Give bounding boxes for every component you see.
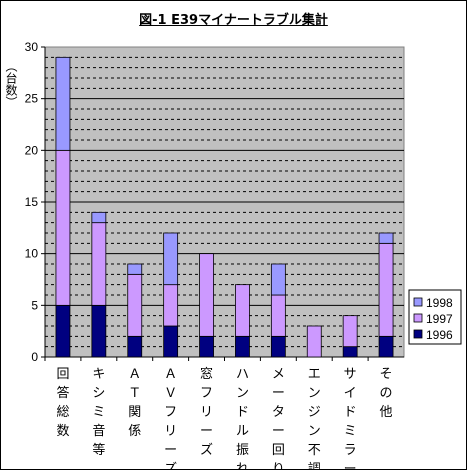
bar-segment-1996: [91, 304, 107, 358]
x-tick-label-char: Ａ: [164, 367, 177, 382]
x-tick-label-char: ズ: [164, 461, 177, 470]
x-tick-label-char: ハ: [236, 367, 249, 382]
legend-label-1997: 1997: [426, 312, 453, 326]
bar-segment-1997: [235, 284, 250, 337]
x-tick-label-char: ー: [344, 462, 357, 470]
bar-segment-1998: [91, 211, 107, 224]
y-tick-label: 0: [31, 350, 38, 364]
bar-segment-1997: [270, 294, 286, 337]
y-tick-label: 30: [25, 40, 39, 54]
x-tick-label-char: 不: [308, 443, 321, 458]
x-tick-label-char: 総: [56, 405, 69, 420]
y-tick-label: 15: [25, 195, 39, 209]
x-tick-label-char: ミ: [344, 424, 357, 439]
x-tick-label-char: サ: [344, 367, 357, 382]
x-tick-label-char: ー: [164, 443, 177, 458]
x-tick-label-char: ー: [200, 424, 213, 439]
x-tick-label-char: ン: [308, 386, 321, 401]
bar-segment-1996: [342, 346, 358, 358]
x-tick-label-char: 振: [236, 443, 249, 458]
legend-label-1998: 1998: [426, 296, 453, 310]
x-tick-label-char: イ: [344, 386, 357, 401]
bar-segment-1996: [235, 335, 250, 358]
x-tick-label-char: リ: [164, 424, 177, 439]
y-tick-label: 20: [25, 143, 39, 157]
x-tick-label-char: ズ: [200, 442, 213, 458]
x-tick-label-char: 音: [92, 423, 105, 439]
bar-segment-1997: [306, 325, 322, 358]
x-tick-label-char: 調: [308, 462, 321, 470]
bar-segment-1997: [199, 253, 214, 337]
x-tick-label-char: 関: [128, 405, 141, 420]
bar-segment-1998: [55, 56, 71, 151]
x-tick-label-char: ラ: [344, 443, 357, 458]
x-tick-label-char: ミ: [92, 405, 105, 420]
bar-segment-1996: [163, 325, 179, 358]
x-tick-label-char: 答: [56, 385, 69, 401]
x-tick-label-char: フ: [164, 405, 177, 420]
bar-segment-1998: [270, 263, 286, 296]
y-tick-label: 5: [31, 298, 38, 312]
bar-segment-1996: [378, 335, 394, 358]
bar-segment-1996: [270, 335, 286, 358]
bar-segment-1997: [378, 242, 394, 337]
x-tick-label-char: 係: [128, 424, 141, 439]
bar-segment-1998: [163, 232, 179, 286]
y-tick-label: 25: [25, 92, 39, 106]
x-tick-label-char: Ｖ: [164, 386, 177, 401]
bar-segment-1998: [127, 263, 143, 275]
x-tick-label-char: Ａ: [128, 367, 141, 382]
bar-segment-1997: [55, 149, 71, 306]
bar-segment-1997: [127, 273, 143, 337]
x-tick-label-char: 等: [92, 442, 105, 458]
x-tick-label-char: エ: [308, 367, 321, 382]
legend-label-1996: 1996: [426, 328, 453, 342]
x-tick-label-char: ド: [344, 405, 357, 420]
legend-swatch-1996: [413, 329, 423, 339]
bar-segment-1997: [163, 284, 179, 327]
x-tick-label-char: タ: [272, 405, 285, 420]
x-tick-label-char: ー: [272, 424, 285, 439]
x-tick-label-char: シ: [92, 386, 105, 401]
bar-segment-1996: [127, 335, 143, 358]
x-tick-label-char: 窓: [200, 366, 213, 382]
bar-segment-1996: [55, 304, 71, 358]
chart-title: 図-1 E39マイナートラブル集計: [139, 13, 328, 28]
bar-segment-1998: [378, 232, 394, 244]
x-tick-label-char: ン: [236, 386, 249, 401]
x-tick-label-char: 数: [56, 424, 69, 439]
x-tick-label-char: Ｔ: [128, 386, 141, 401]
legend-swatch-1998: [413, 297, 423, 307]
x-tick-label-char: 他: [380, 405, 393, 420]
x-tick-label-char: ン: [308, 424, 321, 439]
x-tick-label-char: の: [380, 386, 393, 401]
y-tick-label: 10: [25, 247, 39, 261]
x-tick-label-char: ジ: [308, 405, 321, 420]
bar-segment-1997: [342, 315, 358, 348]
legend-swatch-1997: [413, 313, 423, 323]
x-tick-label-char: ド: [236, 405, 249, 420]
x-tick-label-char: フ: [200, 386, 213, 401]
x-tick-label-char: ル: [236, 424, 249, 439]
x-tick-label-char: 回: [56, 367, 69, 382]
x-tick-label-char: キ: [92, 367, 105, 382]
x-tick-label-char: リ: [200, 405, 213, 420]
x-tick-label-char: り: [272, 462, 285, 470]
x-tick-label-char: そ: [380, 367, 393, 382]
bar-segment-1997: [91, 222, 107, 306]
bar-segment-1996: [199, 335, 214, 358]
y-axis-label: （台数）: [4, 60, 18, 108]
x-tick-label-char: 回: [272, 443, 285, 458]
x-tick-label-char: れ: [236, 462, 249, 470]
x-tick-label-char: メ: [272, 367, 285, 382]
x-tick-label-char: ー: [272, 386, 285, 401]
